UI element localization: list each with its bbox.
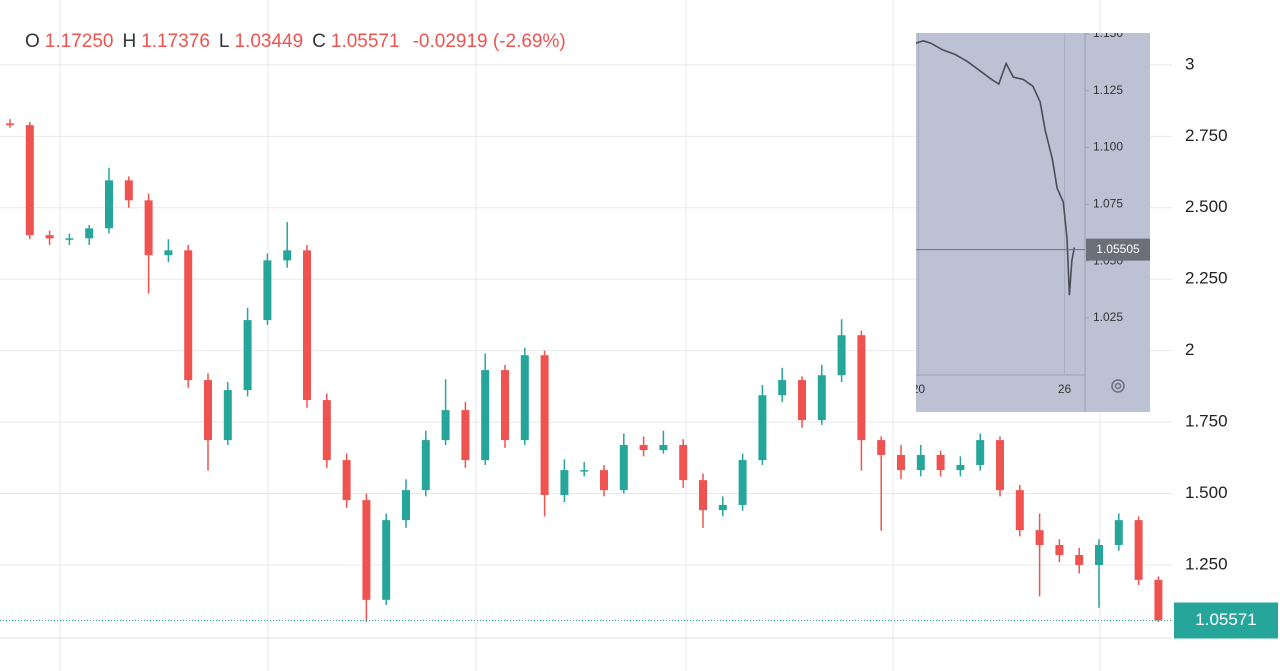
candle-body <box>1134 520 1143 580</box>
candle-body <box>1114 520 1123 545</box>
candle-body <box>124 180 133 201</box>
y-tick-label: 2.750 <box>1185 126 1228 145</box>
candle-body <box>223 390 232 441</box>
candle-body <box>342 460 351 501</box>
candle-body <box>778 380 787 396</box>
y-tick-label: 1.125 <box>1093 83 1123 97</box>
y-tick-label: 2.250 <box>1185 269 1228 288</box>
candle-body <box>639 444 648 451</box>
x-tick-label: 20 <box>912 382 926 396</box>
candle-body <box>45 235 54 239</box>
legend-value: 1.17376 <box>141 31 210 52</box>
candle-body <box>6 123 14 126</box>
settings-icon[interactable] <box>1111 379 1125 393</box>
candle-body <box>976 440 985 465</box>
candle-body <box>897 454 905 471</box>
candle-body <box>283 250 292 261</box>
candle-body <box>996 440 1004 491</box>
candle-body <box>164 250 173 256</box>
legend-value: 1.05571 <box>330 31 400 52</box>
candle-body <box>916 454 925 471</box>
inset-plot: 20261.0251.0501.0751.1001.1251.1501.0550… <box>912 26 1150 396</box>
candle-body <box>877 440 886 455</box>
candle-body <box>738 460 747 505</box>
inset-background <box>916 33 1150 412</box>
candle-body <box>481 370 490 461</box>
candle-body <box>600 470 608 491</box>
candle-body <box>679 444 688 481</box>
candle-body <box>204 380 212 441</box>
candle-body <box>85 228 94 239</box>
x-tick-label: 26 <box>1058 382 1072 396</box>
legend-value: 1.03449 <box>234 31 304 52</box>
y-tick-label: 1.750 <box>1185 412 1228 431</box>
candle-body <box>362 500 371 600</box>
candle-body <box>1154 579 1163 621</box>
candle-body <box>382 520 391 600</box>
candle-body <box>65 238 74 240</box>
y-tick-label: 1.250 <box>1185 554 1228 573</box>
legend-key: L <box>218 31 230 52</box>
legend-key: C <box>312 31 326 52</box>
y-tick-label: 2 <box>1185 340 1194 359</box>
candle-body <box>441 410 450 441</box>
legend-change: -0.02919 (-2.69%) <box>412 31 566 52</box>
y-tick-label: 1.075 <box>1093 197 1123 211</box>
candle-body <box>718 504 727 511</box>
candle-body <box>243 320 252 391</box>
candle-body <box>1075 554 1084 565</box>
candle-body <box>936 454 945 471</box>
candle-body <box>560 470 569 495</box>
candle-body <box>461 410 470 461</box>
y-tick-label: 1.500 <box>1185 483 1228 502</box>
legend-value: 1.17250 <box>44 31 114 52</box>
y-tick-label: 1.025 <box>1093 310 1123 324</box>
candle-body <box>1015 490 1024 531</box>
candle-body <box>1095 544 1103 565</box>
candle-body <box>322 400 331 461</box>
candle-body <box>144 200 153 256</box>
y-tick-label: 2.500 <box>1185 197 1228 216</box>
legend-key: H <box>122 31 137 52</box>
last-price-label: 1.05505 <box>1096 242 1140 256</box>
candle-body <box>758 395 767 461</box>
y-tick-label: 1.150 <box>1093 26 1123 40</box>
candle-body <box>659 444 668 451</box>
candle-body <box>1035 530 1044 545</box>
candle-body <box>1055 544 1064 555</box>
candle-body <box>25 125 34 236</box>
candle-body <box>501 370 509 441</box>
ohlc-legend: O 1.17250 H 1.17376 L 1.03449 C 1.05571 -0.02919… <box>25 31 566 53</box>
candle-body <box>798 380 806 421</box>
last-price-label: 1.05571 <box>1195 610 1256 629</box>
candle-body <box>619 444 628 491</box>
last-price-box <box>1086 238 1150 261</box>
candle-body <box>699 480 707 511</box>
last-price-box <box>1174 602 1278 639</box>
plot: 1.250 1.500 1.750 2 2.250 2.500 2.750 3 1.05571 <box>0 54 1278 639</box>
candle-body <box>421 440 430 491</box>
candle-body <box>263 260 272 321</box>
y-tick-label: 1.100 <box>1093 140 1123 154</box>
candle-body <box>184 250 193 381</box>
legend-key: O <box>25 31 40 52</box>
price-line <box>916 39 1076 296</box>
candle-body <box>303 250 311 401</box>
candle-body <box>520 355 529 441</box>
candle-body <box>857 335 866 441</box>
candle-body <box>956 464 965 471</box>
candle-body <box>540 355 549 495</box>
candle-body <box>402 490 410 521</box>
inset-chart: 20261.0251.0501.0751.1001.1251.1501.0550… <box>912 26 1150 412</box>
y-tick-label: 3 <box>1185 54 1194 73</box>
candle-body <box>837 335 846 376</box>
candle-body <box>580 470 589 472</box>
candle-body <box>817 375 826 421</box>
candle-body <box>105 180 113 229</box>
